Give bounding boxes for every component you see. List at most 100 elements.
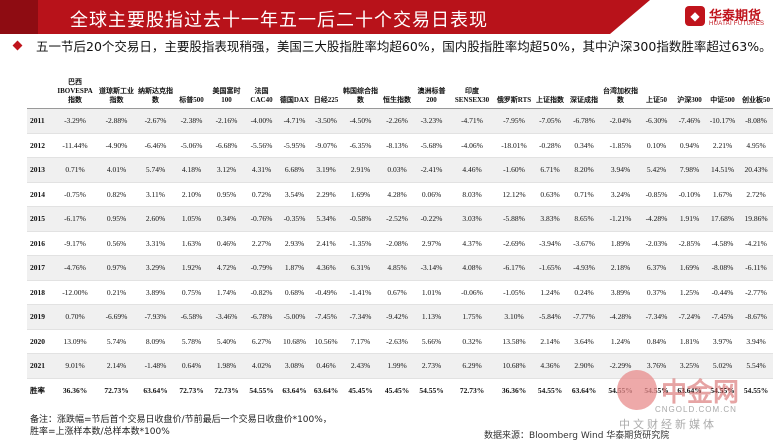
table-cell: -5.88%	[495, 206, 533, 232]
table-cell: 3.83%	[533, 206, 567, 232]
table-cell: -1.35%	[341, 231, 380, 256]
table-cell: -2.08%	[380, 231, 414, 256]
table-cell: -7.95%	[495, 108, 533, 134]
win-rate-cell: 45.45%	[384, 386, 410, 395]
huatai-logo: ◆ 华泰期货 HUATAI FUTURES	[685, 4, 773, 32]
win-rate-cell: 36.36%	[62, 386, 88, 395]
table-row: 2011 -3.29% -2.88% -2.67% -2.38% -2.16% -4.00%…	[27, 108, 773, 134]
footnote: 备注：涨跌幅=节后首个交易日收盘价/节前最后一个交易日收盘价*100%， 胜率=…	[30, 414, 332, 438]
column-header: 俄罗斯RTS	[495, 78, 533, 109]
table-cell: 6.31%	[341, 255, 380, 281]
table-cell: 2.73%	[414, 353, 449, 379]
table-cell: 13.58%	[495, 329, 533, 354]
row-year: 2016	[27, 231, 53, 256]
table-cell: -4.28%	[601, 304, 640, 330]
table-cell: 0.37%	[640, 280, 673, 305]
table-cell: 0.75%	[175, 280, 208, 305]
table-cell: -2.26%	[380, 108, 414, 134]
column-header: 印度SENSEX30	[449, 78, 495, 109]
column-header: 中证500	[706, 78, 739, 109]
win-rate-cell: 63.64%	[571, 386, 597, 395]
table-cell: -2.63%	[380, 329, 414, 354]
win-rate-label: 胜率	[30, 386, 45, 395]
table-cell: 0.06%	[414, 182, 449, 207]
table-cell: 10.56%	[311, 329, 341, 354]
table-cell: -3.29%	[53, 108, 97, 134]
table-cell: -0.35%	[278, 206, 311, 232]
table-cell: 3.89%	[601, 280, 640, 305]
column-header: 创业板50	[739, 78, 773, 109]
table-cell: 6.27%	[245, 329, 278, 354]
row-year: 2012	[27, 133, 53, 158]
column-header: 上证50	[640, 78, 673, 109]
table-cell: 3.08%	[278, 353, 311, 379]
table-cell: 0.97%	[97, 255, 136, 281]
table-cell: -6.35%	[341, 133, 380, 158]
table-cell: 10.68%	[278, 329, 311, 354]
table-cell: 0.64%	[175, 353, 208, 379]
table-cell: -5.00%	[278, 304, 311, 330]
watermark-text: 中金网	[661, 378, 740, 408]
table-cell: 4.28%	[380, 182, 414, 207]
table-cell: 4.72%	[208, 255, 245, 281]
table-cell: -7.93%	[136, 304, 175, 330]
table-cell: 0.56%	[97, 231, 136, 256]
table-cell: 1.91%	[673, 206, 706, 232]
table-cell: 3.94%	[601, 157, 640, 183]
table-cell: -3.46%	[208, 304, 245, 330]
table-cell: -1.05%	[495, 280, 533, 305]
table-cell: 5.74%	[97, 329, 136, 354]
table-cell: 3.25%	[673, 353, 706, 379]
table-cell: 1.75%	[449, 304, 495, 330]
column-header: 澳洲标普200	[414, 78, 449, 109]
win-rate-cell: 54.55%	[419, 386, 444, 395]
watermark-url: CNGOLD.COM.CN	[655, 405, 737, 414]
table-cell: -2.52%	[380, 206, 414, 232]
table-cell: 0.95%	[208, 182, 245, 207]
win-rate-cell: 72.73%	[179, 386, 204, 395]
table-cell: 2.29%	[311, 182, 341, 207]
table-row: 2014 -0.75% 0.82% 3.11% 2.10% 0.95% 0.72% 3.54%…	[27, 182, 773, 207]
table-cell: -10.17%	[706, 108, 739, 134]
table-cell: -11.44%	[53, 133, 97, 158]
table-cell: 3.97%	[706, 329, 739, 354]
win-rate-cell: 54.55%	[743, 386, 769, 395]
bullet-diamond-icon	[12, 40, 23, 51]
table-cell: 2.90%	[567, 353, 601, 379]
column-header: 巴西IBOVESPA指数	[53, 78, 97, 109]
table-cell: 0.32%	[449, 329, 495, 354]
table-cell: 6.71%	[533, 157, 567, 183]
table-cell: -2.38%	[175, 108, 208, 134]
column-header	[27, 78, 53, 109]
table-cell: -2.04%	[601, 108, 640, 134]
win-rate-row: 胜率 36.36% 72.73% 63.64% 72.73% 72.73% 54.55% 63…	[27, 378, 773, 403]
table-cell: -4.28%	[640, 206, 673, 232]
table-header-row: 巴西IBOVESPA指数 道琼斯工业指数 纳斯达克指数 标普500 美国富时100 法国C…	[27, 78, 773, 109]
table-cell: 3.29%	[136, 255, 175, 281]
row-year: 2017	[27, 255, 53, 281]
table-row: 2017 -4.76% 0.97% 3.29% 1.92% 4.72% -0.79% 1.87…	[27, 255, 773, 281]
table-cell: 1.69%	[341, 182, 380, 207]
table-cell: -5.06%	[175, 133, 208, 158]
table-cell: 3.11%	[136, 182, 175, 207]
table-cell: 1.87%	[278, 255, 311, 281]
table-cell: 0.46%	[311, 353, 341, 379]
table-cell: 3.94%	[739, 329, 773, 354]
table-cell: -6.46%	[136, 133, 175, 158]
table-cell: 9.01%	[53, 353, 97, 379]
table-cell: -0.58%	[341, 206, 380, 232]
table-cell: 2.18%	[601, 255, 640, 281]
table-cell: -2.16%	[208, 108, 245, 134]
table-cell: -2.88%	[97, 108, 136, 134]
table-cell: -1.21%	[601, 206, 640, 232]
table-cell: 5.02%	[706, 353, 739, 379]
column-header: 恒生指数	[380, 78, 414, 109]
table-cell: 1.13%	[414, 304, 449, 330]
win-rate-cell: 54.55%	[537, 386, 563, 395]
table-cell: -7.45%	[706, 304, 739, 330]
win-rate-cell: 63.64%	[282, 386, 307, 395]
table-cell: 2.97%	[414, 231, 449, 256]
table-cell: 2.14%	[533, 329, 567, 354]
logo-chinese-name: 华泰期货	[709, 9, 762, 24]
table-cell: -0.75%	[53, 182, 97, 207]
